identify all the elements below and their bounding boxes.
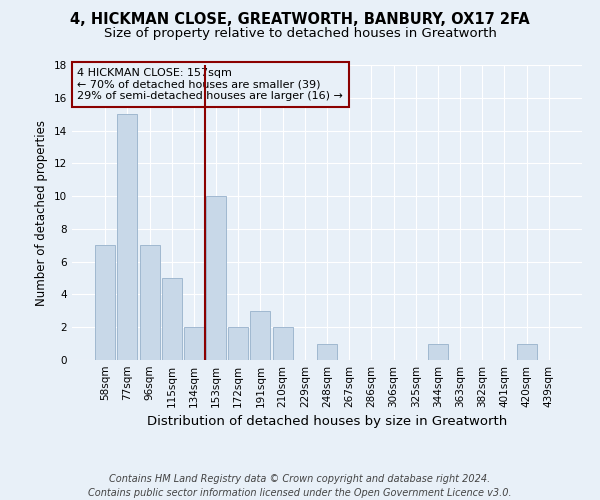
Text: Size of property relative to detached houses in Greatworth: Size of property relative to detached ho… <box>104 28 496 40</box>
Y-axis label: Number of detached properties: Number of detached properties <box>35 120 49 306</box>
Bar <box>250 311 271 360</box>
Bar <box>206 196 226 360</box>
Bar <box>162 278 182 360</box>
Bar <box>428 344 448 360</box>
Bar <box>184 327 204 360</box>
Text: Contains HM Land Registry data © Crown copyright and database right 2024.
Contai: Contains HM Land Registry data © Crown c… <box>88 474 512 498</box>
Text: 4, HICKMAN CLOSE, GREATWORTH, BANBURY, OX17 2FA: 4, HICKMAN CLOSE, GREATWORTH, BANBURY, O… <box>70 12 530 28</box>
Bar <box>95 246 115 360</box>
Bar <box>517 344 536 360</box>
Bar <box>317 344 337 360</box>
Text: 4 HICKMAN CLOSE: 157sqm
← 70% of detached houses are smaller (39)
29% of semi-de: 4 HICKMAN CLOSE: 157sqm ← 70% of detache… <box>77 68 343 101</box>
Bar <box>272 327 293 360</box>
Bar <box>228 327 248 360</box>
Bar <box>140 246 160 360</box>
X-axis label: Distribution of detached houses by size in Greatworth: Distribution of detached houses by size … <box>147 416 507 428</box>
Bar <box>118 114 137 360</box>
